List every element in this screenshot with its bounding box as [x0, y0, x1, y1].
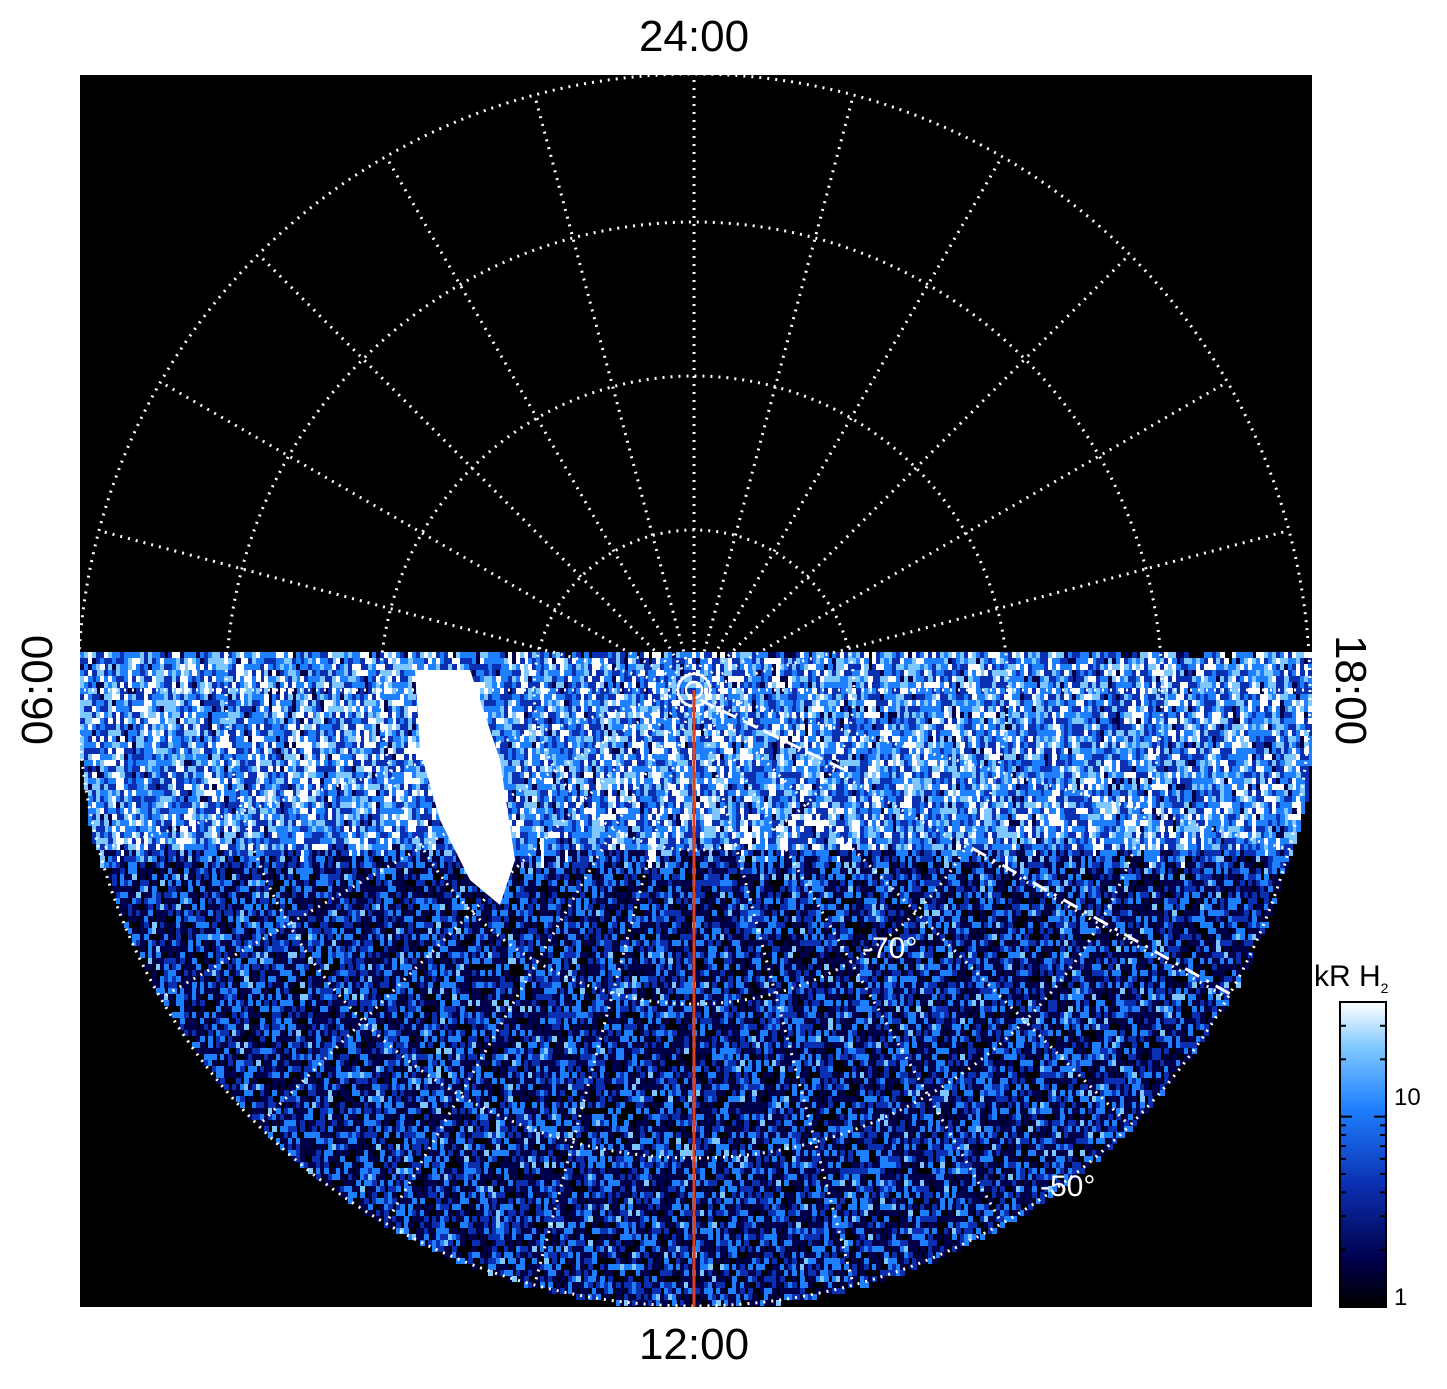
colorbar-title-text: kR H: [1314, 960, 1381, 993]
local-time-label-bottom: 12:00: [639, 1320, 749, 1370]
colorbar-title-subscript: 2: [1381, 980, 1389, 996]
latitude-label-50: -50°: [1040, 1170, 1095, 1203]
colorbar-title: kR H2: [1314, 960, 1388, 996]
local-time-label-top: 24:00: [639, 12, 749, 62]
latitude-label-70: -70°: [862, 932, 917, 965]
colorbar: [1340, 1002, 1386, 1307]
local-time-label-left: 06:00: [13, 635, 63, 745]
local-time-label-right: 18:00: [1325, 635, 1375, 745]
colorbar-tick-1: 1: [1394, 1284, 1407, 1312]
colorbar-tick-10: 10: [1394, 1084, 1421, 1112]
